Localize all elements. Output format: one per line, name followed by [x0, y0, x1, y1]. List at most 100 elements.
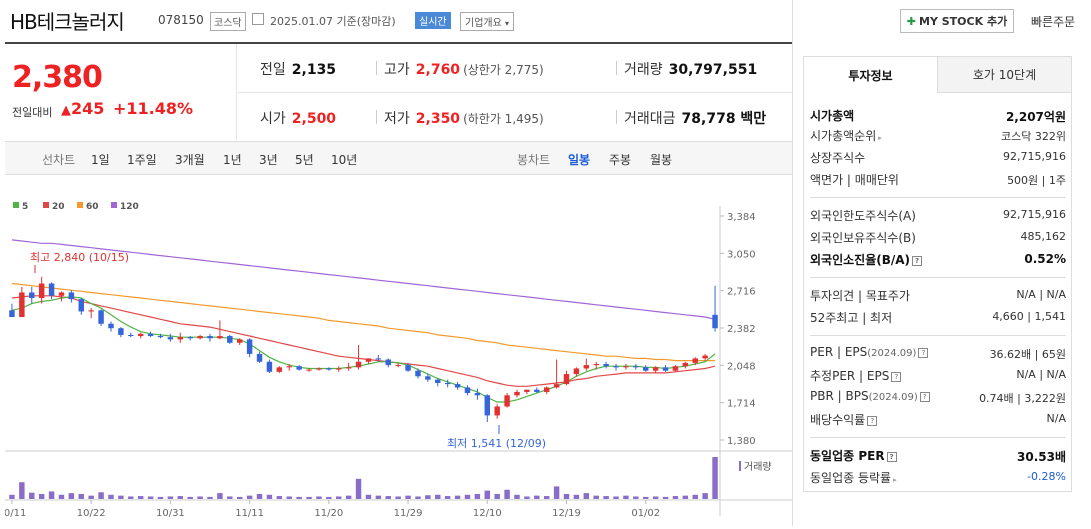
base-date: 2025.01.07 기준(장마감) [270, 15, 396, 28]
volume-bar [405, 495, 411, 499]
est-per-key: 추정PER | EPS? [810, 367, 902, 384]
open-price: 시가 2,500 [260, 108, 336, 128]
legend-swatch [111, 202, 117, 208]
candle-body [336, 368, 342, 370]
x-tick-label: 12/19 [552, 508, 581, 519]
volume-bar [246, 495, 253, 499]
add-my-stock-button[interactable]: ✚ MY STOCK 추가 [900, 9, 1014, 33]
candle-body [187, 337, 193, 339]
week52-label: 52주최고 | 최저 [810, 311, 893, 325]
period-1w[interactable]: 1주일 [127, 153, 157, 167]
stats-row-1: 전일 2,135 고가 2,760 (상한가 2,775) 거래량 30,797,551 [238, 44, 792, 92]
candle-body [147, 333, 154, 337]
volume-bar [336, 496, 342, 499]
pbr-value: 0.74배 | 3,222원 [979, 392, 1066, 405]
legend-label: 20 [52, 202, 65, 212]
current-price: 2,380 [12, 60, 103, 95]
candle-daily[interactable]: 일봉 [568, 153, 591, 167]
price-change: ▲245 [61, 99, 104, 118]
volume-bar [58, 494, 65, 499]
industry-rate-link[interactable]: 동일업종 등락률 ▸ [810, 469, 897, 486]
period-1y[interactable]: 1년 [223, 153, 242, 167]
tab-orderbook-10[interactable]: 호가 10단계 [938, 57, 1071, 93]
cap-rank-row: 시가총액순위 ▸ 코스닥 322위 [810, 125, 1066, 145]
ma60-line [11, 282, 715, 362]
period-5y[interactable]: 5년 [295, 153, 314, 167]
legend-label: 5 [22, 202, 28, 212]
candle-body [118, 328, 124, 335]
week52-row: 52주최고 | 최저 4,660 | 1,541 [810, 307, 1066, 327]
help-icon[interactable]: ? [867, 415, 878, 426]
candle-body [38, 283, 45, 299]
volume-bar [137, 496, 144, 499]
candle-body [375, 358, 382, 360]
candle-body [306, 369, 312, 371]
candle-monthly[interactable]: 월봉 [650, 153, 673, 167]
prev-label: 전일 [260, 62, 286, 78]
volume-bar [623, 495, 629, 499]
candle-body [266, 361, 273, 372]
volume-bar [464, 494, 471, 499]
volume-bar [326, 496, 332, 499]
volume-bar [474, 493, 481, 499]
open-label: 시가 [260, 111, 286, 127]
volume-bar [38, 493, 45, 499]
price-chart[interactable]: 3,384 3,050 2,716 2,382 2,048 1,714 1,380 10/11… [0, 176, 792, 526]
cap-rank-link[interactable]: 시가총액순위 ▸ [810, 127, 882, 144]
volume-value: 30,797,551 [668, 62, 758, 78]
volume-bar [514, 494, 520, 499]
candle-body [29, 292, 35, 299]
candle-body [583, 365, 590, 369]
investment-panel: 투자정보 호가 10단계 시가총액 2,207억원 시가총액순위 ▸ 코스닥 322위… [803, 56, 1072, 492]
volume-bar [603, 496, 609, 499]
pbr-row: PBR | BPS(2024.09)? 0.74배 | 3,222원 [810, 387, 1066, 407]
candle-body [682, 362, 689, 367]
opinion-value: N/A | N/A [1016, 288, 1066, 301]
market-cap-row: 시가총액 2,207억원 [810, 105, 1066, 125]
volume-bar [147, 496, 154, 499]
candle-body [662, 367, 669, 371]
per-value: 36.62배 | 65원 [989, 348, 1066, 361]
volume-bar [98, 492, 104, 499]
volume-bar [187, 496, 193, 499]
candle-body [623, 366, 629, 368]
help-icon[interactable]: ? [912, 255, 923, 266]
industry-rate-value: -0.28% [1027, 470, 1066, 483]
help-icon[interactable]: ? [891, 371, 902, 382]
period-10y[interactable]: 10년 [331, 153, 358, 167]
open-value: 2,500 [291, 111, 337, 127]
y-tick-label: 3,384 [727, 212, 756, 223]
per-row: PER | EPS(2024.09)? 36.62배 | 65원 [810, 343, 1066, 363]
foreign-rate-label: 외국인소진율(B/A) [810, 253, 911, 267]
prev-close: 전일 2,135 [260, 59, 336, 79]
tab-investment-info[interactable]: 투자정보 [804, 57, 938, 93]
period-3y[interactable]: 3년 [259, 153, 278, 167]
x-tick-label: 10/22 [77, 508, 106, 519]
period-1d[interactable]: 1일 [91, 153, 110, 167]
help-icon[interactable]: ? [886, 451, 897, 462]
change-value: 245 [71, 99, 105, 118]
candle-body [425, 376, 431, 380]
y-tick-label: 1,380 [727, 436, 756, 447]
corp-overview-dropdown[interactable]: 기업개요 ▾ [460, 12, 515, 31]
help-icon[interactable]: ? [919, 391, 930, 402]
candle-body [108, 323, 114, 329]
stock-code: 078150 [158, 13, 204, 27]
period-3m[interactable]: 3개월 [175, 153, 205, 167]
candle-body [633, 366, 639, 368]
candle-body [702, 355, 708, 359]
x-tick-label: 10/31 [156, 508, 185, 519]
help-icon[interactable]: ? [918, 347, 929, 358]
price-stats: 전일 2,135 고가 2,760 (상한가 2,775) 거래량 30,797,551… [238, 44, 792, 140]
volume-bar [395, 496, 401, 499]
candle-weekly[interactable]: 주봉 [609, 153, 632, 167]
volume-bar [157, 496, 164, 499]
quick-order-link[interactable]: 빠른주문 [1031, 15, 1076, 29]
realtime-button[interactable]: 실시간 [415, 12, 451, 29]
candle-body [98, 310, 104, 324]
divider [810, 335, 1066, 336]
candle-body [415, 370, 421, 377]
low-annotation: 최저 1,541 (12/09) [447, 437, 546, 450]
market-badge: 코스닥 [210, 12, 246, 31]
candle-body [256, 353, 263, 362]
